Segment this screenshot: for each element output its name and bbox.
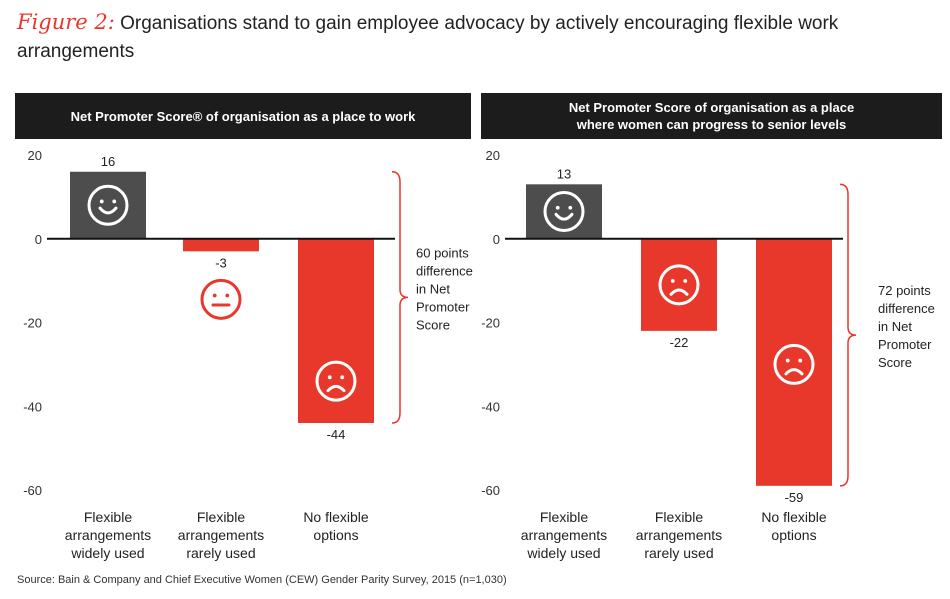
category-label: Flexible [655, 509, 703, 525]
figure-title: Figure 2: Organisations stand to gain em… [17, 8, 942, 66]
annotation-text: difference [878, 301, 935, 316]
panel-header-left: Net Promoter Score® of organisation as a… [15, 93, 471, 139]
category-label: rarely used [644, 545, 713, 561]
panel-header-right: Net Promoter Score of organisation as a … [481, 93, 942, 139]
data-label: 16 [101, 154, 115, 169]
y-tick-label: -60 [481, 483, 500, 498]
annotation-text: in Net [416, 281, 450, 296]
data-label: -44 [327, 427, 346, 442]
bar [298, 238, 374, 423]
annotation-text: 60 points [416, 245, 469, 260]
bar [183, 238, 259, 252]
y-tick-label: 20 [28, 148, 42, 163]
category-label: arrangements [65, 527, 151, 543]
category-label: Flexible [540, 509, 588, 525]
category-label: No flexible [303, 509, 369, 525]
annotation-text: Promoter [416, 299, 470, 314]
category-label: arrangements [178, 527, 264, 543]
bar [70, 171, 146, 239]
category-label: arrangements [636, 527, 722, 543]
y-tick-label: -40 [23, 399, 42, 414]
annotation-text: Score [416, 317, 450, 332]
y-tick-label: 20 [486, 148, 500, 163]
bar [641, 238, 717, 331]
difference-brace [391, 171, 409, 424]
category-label: arrangements [521, 527, 607, 543]
frown-icon [773, 343, 815, 385]
y-tick-label: 0 [35, 232, 42, 247]
frown-icon [658, 264, 700, 306]
y-tick-label: -40 [481, 399, 500, 414]
category-label: options [313, 527, 358, 543]
category-label: widely used [70, 545, 144, 561]
data-label: -22 [670, 335, 689, 350]
data-label: -3 [215, 255, 227, 270]
y-tick-label: -20 [481, 316, 500, 331]
bar [756, 238, 832, 486]
figure-title-text: Organisations stand to gain employee adv… [17, 13, 839, 62]
smile-icon [543, 191, 585, 233]
category-label: Flexible [84, 509, 132, 525]
category-label: rarely used [186, 545, 255, 561]
annotation-text: difference [416, 263, 473, 278]
panel-header-line: where women can progress to senior level… [576, 117, 847, 132]
neutral-icon [200, 278, 242, 320]
category-label: Flexible [197, 509, 245, 525]
data-label: 13 [557, 166, 571, 181]
data-label: -59 [785, 490, 804, 505]
annotation-text: Promoter [878, 337, 932, 352]
annotation-text: 72 points [878, 283, 931, 298]
source-note: Source: Bain & Company and Chief Executi… [17, 574, 507, 586]
smile-icon [87, 184, 129, 226]
annotation-text: in Net [878, 319, 912, 334]
difference-brace [839, 183, 857, 487]
category-label: options [771, 527, 816, 543]
panel-header-line: Net Promoter Score of organisation as a … [568, 100, 855, 115]
panel-header-line: Net Promoter Score® of organisation as a… [70, 108, 416, 124]
frown-icon [315, 360, 357, 402]
category-label: widely used [526, 545, 600, 561]
y-tick-label: -20 [23, 316, 42, 331]
category-label: No flexible [761, 509, 827, 525]
y-tick-label: -60 [23, 483, 42, 498]
figure-number: Figure 2: [17, 10, 115, 34]
annotation-text: Score [878, 355, 912, 370]
y-tick-label: 0 [493, 232, 500, 247]
